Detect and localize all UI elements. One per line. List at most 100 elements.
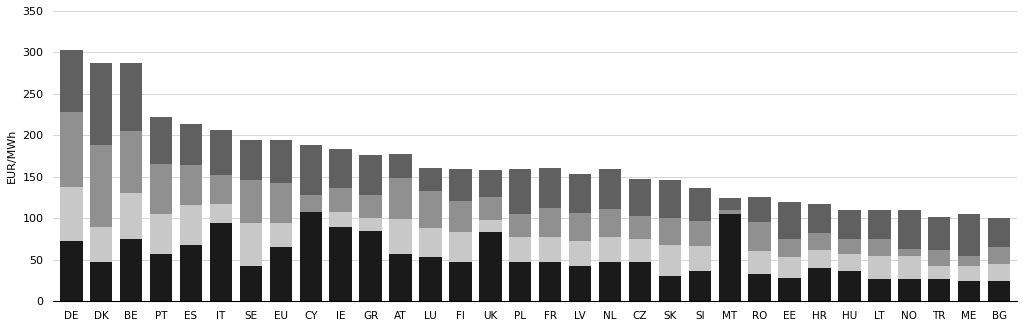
Bar (569, 174, 591, 214)
Bar (120, 194, 142, 239)
Bar (90, 262, 113, 301)
Bar (509, 236, 531, 261)
Bar (808, 250, 830, 268)
Bar (658, 277, 681, 301)
Bar (719, 210, 741, 214)
Bar (509, 214, 531, 236)
Bar (658, 217, 681, 245)
Bar (988, 280, 1011, 301)
Bar (688, 271, 711, 301)
Bar (539, 261, 561, 301)
Bar (90, 145, 113, 228)
Bar (479, 233, 502, 301)
Bar (210, 222, 232, 301)
Bar (419, 257, 441, 301)
Bar (269, 222, 292, 247)
Bar (389, 178, 412, 219)
Bar (928, 217, 950, 250)
Bar (629, 178, 651, 216)
Bar (629, 216, 651, 239)
Bar (928, 250, 950, 266)
Bar (359, 218, 382, 231)
Bar (957, 266, 980, 280)
Bar (898, 279, 921, 301)
Bar (90, 228, 113, 262)
Bar (868, 239, 891, 256)
Bar (569, 214, 591, 241)
Bar (210, 130, 232, 175)
Bar (240, 140, 262, 180)
Bar (60, 112, 83, 187)
Bar (839, 239, 861, 254)
Bar (509, 261, 531, 301)
Bar (688, 221, 711, 246)
Bar (778, 257, 801, 278)
Bar (150, 164, 172, 214)
Bar (658, 245, 681, 277)
Bar (359, 195, 382, 218)
Bar (778, 239, 801, 257)
Bar (569, 266, 591, 301)
Bar (539, 168, 561, 208)
Bar (599, 170, 622, 209)
Bar (359, 231, 382, 301)
Bar (419, 228, 441, 257)
Bar (389, 219, 412, 254)
Bar (120, 131, 142, 194)
Bar (778, 202, 801, 239)
Bar (60, 50, 83, 112)
Bar (330, 227, 352, 301)
Bar (450, 261, 472, 301)
Bar (150, 214, 172, 254)
Bar (180, 205, 203, 245)
Bar (269, 247, 292, 301)
Bar (120, 239, 142, 301)
Bar (629, 239, 651, 262)
Bar (808, 268, 830, 301)
Bar (539, 236, 561, 261)
Bar (299, 212, 322, 301)
Bar (808, 204, 830, 233)
Bar (808, 233, 830, 250)
Bar (90, 63, 113, 145)
Bar (988, 247, 1011, 264)
Bar (688, 246, 711, 271)
Bar (839, 271, 861, 301)
Bar (120, 63, 142, 131)
Bar (898, 256, 921, 279)
Bar (419, 168, 441, 191)
Bar (688, 188, 711, 221)
Bar (868, 256, 891, 279)
Bar (330, 212, 352, 227)
Bar (60, 241, 83, 301)
Bar (539, 208, 561, 236)
Bar (180, 165, 203, 205)
Bar (389, 254, 412, 301)
Bar (269, 139, 292, 183)
Y-axis label: EUR/MWh: EUR/MWh (7, 129, 17, 183)
Bar (240, 223, 262, 266)
Bar (240, 180, 262, 223)
Bar (749, 251, 771, 274)
Bar (749, 197, 771, 222)
Bar (509, 169, 531, 214)
Bar (180, 124, 203, 165)
Bar (210, 204, 232, 222)
Bar (778, 278, 801, 301)
Bar (419, 191, 441, 228)
Bar (988, 218, 1011, 247)
Bar (868, 210, 891, 239)
Bar (928, 279, 950, 301)
Bar (928, 266, 950, 279)
Bar (957, 256, 980, 266)
Bar (479, 197, 502, 220)
Bar (150, 254, 172, 301)
Bar (450, 233, 472, 261)
Bar (60, 187, 83, 241)
Bar (629, 262, 651, 301)
Bar (389, 154, 412, 178)
Bar (330, 189, 352, 212)
Bar (450, 170, 472, 201)
Bar (479, 170, 502, 197)
Bar (479, 220, 502, 233)
